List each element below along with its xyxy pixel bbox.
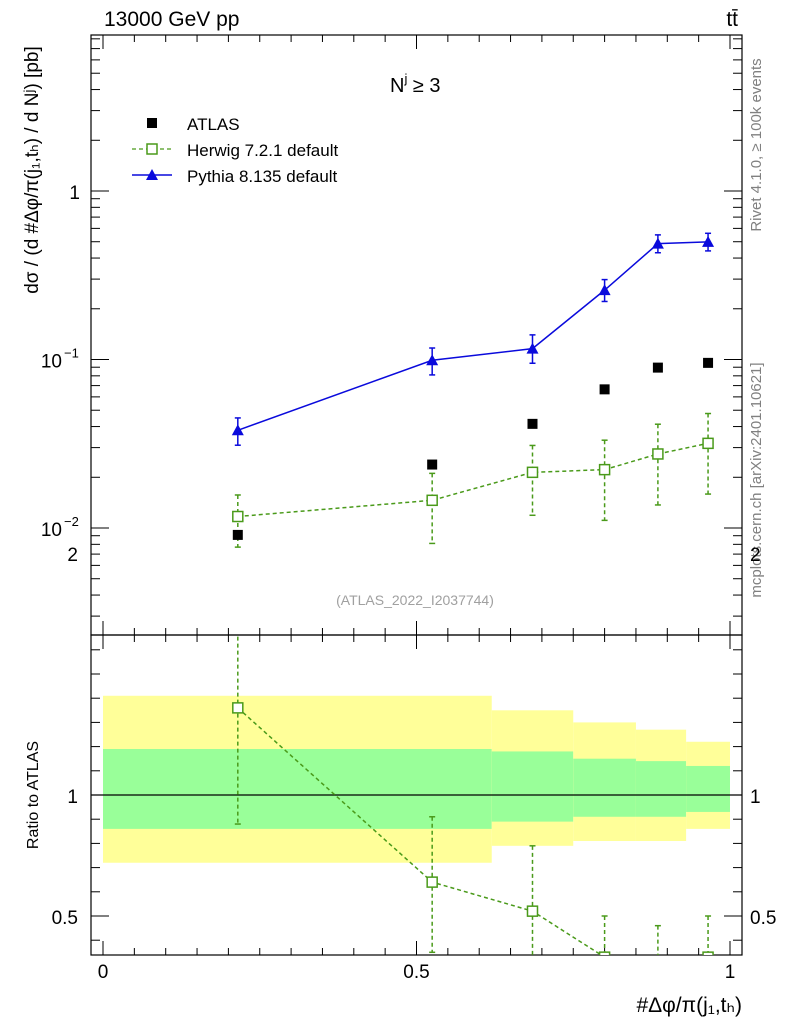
rivet-label: Rivet 4.1.0, ≥ 100k events bbox=[748, 58, 765, 231]
herwig-ratio-line bbox=[237, 707, 603, 955]
herwig-ratio-point bbox=[526, 905, 539, 917]
legend-atlas-marker bbox=[147, 118, 157, 128]
cut-label-sup: j bbox=[403, 71, 407, 86]
legend-pythia-label: Pythia 8.135 default bbox=[187, 167, 338, 186]
herwig-point bbox=[426, 494, 438, 507]
pythia-point bbox=[526, 342, 539, 354]
y-tick-label-main: 10 bbox=[41, 520, 62, 541]
atlas-point bbox=[599, 384, 610, 395]
y-tick-label-ratio: 1 bbox=[67, 787, 78, 808]
herwig-ratio-point bbox=[598, 951, 611, 955]
herwig-point bbox=[702, 437, 714, 450]
atlas-point bbox=[527, 418, 538, 429]
legend-herwig-label: Herwig 7.2.1 default bbox=[187, 141, 338, 160]
pythia-line bbox=[237, 241, 709, 432]
header-right: tt̄ bbox=[726, 8, 738, 31]
cut-label: Nj ≥ 3 bbox=[390, 71, 441, 97]
herwig-line bbox=[237, 442, 709, 518]
y-tick-label-ratio: 2 bbox=[67, 545, 78, 566]
herwig-ratio-point bbox=[653, 957, 663, 967]
x-axis-label: #Δφ/π(j₁,tₕ) bbox=[636, 994, 742, 1017]
legend-atlas-label: ATLAS bbox=[187, 115, 240, 134]
ratio-band-inner bbox=[491, 751, 574, 822]
analysis-id: (ATLAS_2022_I2037744) bbox=[336, 592, 494, 608]
pythia-point bbox=[231, 424, 244, 436]
ratio-band-inner bbox=[635, 761, 687, 817]
header-left: 13000 GeV pp bbox=[104, 8, 239, 31]
herwig-point bbox=[526, 466, 539, 479]
pythia-point bbox=[651, 237, 664, 249]
x-tick-label: 0 bbox=[98, 962, 109, 983]
herwig-point bbox=[232, 510, 244, 523]
x-tick-label: 1 bbox=[725, 962, 736, 983]
pythia-point bbox=[702, 235, 715, 247]
atlas-point bbox=[232, 529, 243, 540]
herwig-ratio-group bbox=[232, 635, 714, 967]
pythia-point bbox=[426, 354, 439, 366]
atlas-point bbox=[652, 362, 663, 373]
y-tick-label-ratio-right: 0.5 bbox=[750, 908, 776, 929]
legend: ATLAS Herwig 7.2.1 default Pythia 8.135 … bbox=[132, 115, 338, 186]
atlas-point bbox=[703, 357, 714, 368]
herwig-ratio-point bbox=[426, 876, 438, 888]
ratio-band-inner bbox=[573, 758, 636, 817]
axis-ticks: 0 0.5 110 −210 −110.5 0.51 12 2 bbox=[41, 35, 776, 983]
y-tick-label-main-exp: −2 bbox=[64, 514, 79, 529]
legend-pythia-marker bbox=[146, 169, 158, 180]
y-tick-label-main-exp: −1 bbox=[64, 346, 79, 361]
mcplots-label: mcplots.cern.ch [arXiv:2401.10621] bbox=[748, 362, 765, 597]
y-tick-label-ratio-right: 1 bbox=[750, 787, 761, 808]
ratio-bands bbox=[103, 695, 730, 863]
pythia-point bbox=[598, 284, 611, 296]
ratio-band-inner bbox=[103, 749, 492, 829]
cut-label-rest: ≥ 3 bbox=[407, 75, 440, 97]
y-tick-label-main: 1 bbox=[69, 183, 80, 204]
x-tick-label: 0.5 bbox=[403, 962, 429, 983]
herwig-ratio-point bbox=[702, 951, 714, 955]
herwig-ratio-point bbox=[232, 702, 244, 714]
legend-herwig-marker bbox=[146, 143, 158, 155]
y-tick-label-ratio: 0.5 bbox=[52, 908, 78, 929]
y-axis-label-ratio: Ratio to ATLAS bbox=[25, 741, 42, 849]
data-marks bbox=[91, 232, 742, 967]
cut-label-n: N bbox=[390, 75, 404, 97]
herwig-point bbox=[652, 448, 664, 460]
ratio-band-inner bbox=[686, 765, 730, 812]
herwig-point bbox=[598, 463, 611, 476]
y-tick-label-main: 10 bbox=[41, 352, 62, 373]
y-axis-label-main: dσ / (d #Δφ/π(j₁,tₕ) / d Nʲ) [pb] bbox=[22, 46, 43, 294]
atlas-point bbox=[427, 459, 438, 470]
y-tick-label-ratio-right: 2 bbox=[750, 545, 761, 566]
